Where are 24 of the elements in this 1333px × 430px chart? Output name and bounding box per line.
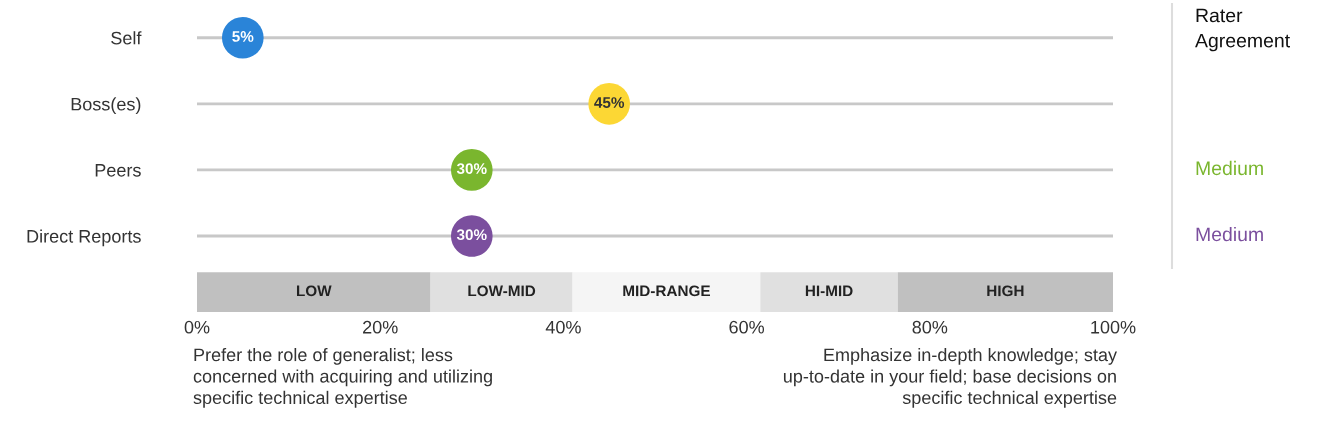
x-tick-label: 100% xyxy=(1091,320,1136,334)
x-tick-label: 80% xyxy=(912,320,948,334)
text: Rater Agreement xyxy=(1195,8,1290,52)
text: Medium xyxy=(1196,160,1263,176)
data-label: 30% xyxy=(456,229,487,241)
y-tick-label: Boss(es) xyxy=(71,97,141,115)
text: Emphasize in-depth knowledge; stay up-to-date in your field; base decisions on specific technical expertise xyxy=(783,348,1117,408)
y-tick-label: Peers xyxy=(95,164,141,177)
x-tick-label: 60% xyxy=(729,320,765,334)
band-label: LOW xyxy=(296,285,332,297)
data-label: 5% xyxy=(232,31,254,42)
x-tick-label: 0% xyxy=(184,320,210,334)
text: Medium xyxy=(1196,226,1263,242)
y-tick-label: Self xyxy=(111,31,142,45)
y-tick-label: Direct Reports xyxy=(27,229,141,247)
x-tick-label: 40% xyxy=(545,320,581,334)
data-label: 45% xyxy=(594,97,625,108)
band-label: HI-MID xyxy=(805,285,853,297)
text: Prefer the role of generalist; less concerned with acquiring and utilizing specific technical expertise xyxy=(193,348,492,408)
band-label: LOW-MID xyxy=(468,285,536,297)
x-tick-label: 20% xyxy=(363,320,398,334)
band-label: HIGH xyxy=(987,285,1024,297)
band-label: MID-RANGE xyxy=(623,285,710,297)
data-label: 30% xyxy=(456,163,487,175)
